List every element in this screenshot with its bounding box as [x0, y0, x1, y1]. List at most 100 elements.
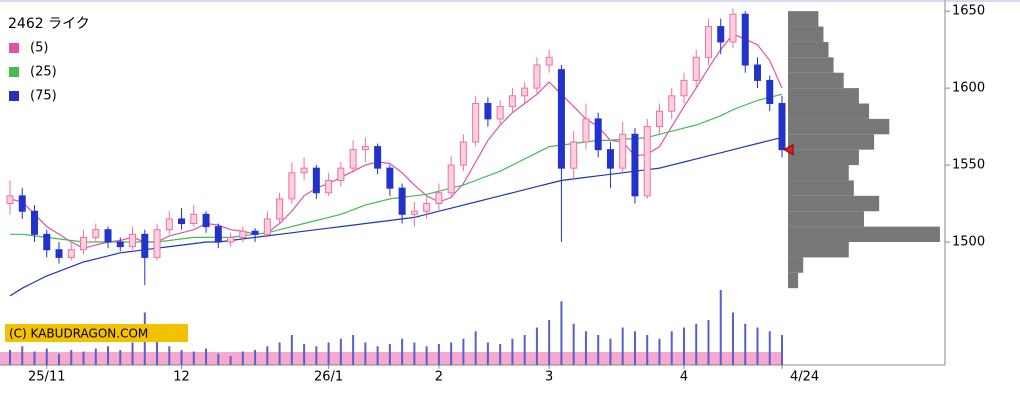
volume-bar — [523, 335, 526, 365]
candle-body — [668, 95, 676, 112]
candle-body — [312, 167, 320, 194]
y-tick-label: 1550 — [952, 158, 985, 173]
candle-body — [472, 103, 480, 143]
candle-body — [741, 13, 749, 66]
volume-bar — [290, 335, 293, 365]
volume-bar — [695, 323, 698, 365]
candle-body — [288, 172, 296, 200]
profile-bar — [788, 57, 834, 73]
candle-body — [337, 167, 345, 181]
profile-bar — [788, 72, 844, 89]
volume-bar — [597, 335, 600, 365]
volume-bar — [315, 346, 318, 365]
profile-bar — [788, 103, 870, 119]
x-tick-label: 4/24 — [790, 370, 819, 385]
volume-bar — [156, 338, 159, 365]
volume-band — [0, 352, 783, 365]
volume-bar — [621, 327, 624, 365]
volume-bar — [511, 338, 514, 365]
x-tick-label: 2 — [435, 370, 443, 385]
candle-body — [325, 179, 333, 194]
candle-body — [190, 213, 198, 225]
y-tick-label: 1500 — [952, 235, 985, 250]
x-tick-label: 3 — [545, 370, 553, 385]
volume-bar — [241, 351, 244, 365]
candle-body — [214, 226, 222, 243]
candle-body — [141, 233, 149, 258]
candle-body — [227, 236, 235, 243]
candle-body — [116, 241, 124, 248]
candle-body — [349, 149, 357, 169]
watermark: (C) KABUDRAGON.COM — [9, 327, 148, 341]
candle-body — [300, 167, 308, 174]
candle-body — [680, 79, 688, 97]
legend-swatch — [9, 91, 19, 101]
volume-bar — [670, 331, 673, 365]
last-price-marker — [782, 143, 794, 156]
candle-body — [778, 103, 786, 151]
candle-body — [153, 229, 161, 258]
volume-bar — [486, 342, 489, 365]
volume-bar — [425, 346, 428, 365]
volume-bar — [21, 346, 24, 365]
candle-body — [557, 69, 565, 169]
candle-body — [374, 146, 382, 169]
legend-label: (25) — [30, 65, 57, 80]
x-tick-label: 4 — [680, 370, 688, 385]
volume-bar — [364, 342, 367, 365]
candle-body — [496, 106, 504, 120]
volume-bar — [266, 346, 269, 365]
volume-bar — [303, 344, 306, 365]
volume-bar — [217, 353, 220, 365]
profile-bar — [788, 88, 859, 104]
volume-bar — [388, 344, 391, 365]
candle-body — [55, 249, 63, 258]
candle-body — [67, 249, 75, 258]
candle-body — [435, 192, 443, 205]
candle-body — [31, 210, 39, 235]
candle-body — [104, 229, 112, 243]
candle-body — [570, 141, 578, 169]
profile-bar — [788, 180, 854, 196]
candle-body — [447, 164, 455, 194]
candle-body — [80, 236, 88, 251]
volume-bar — [107, 346, 110, 365]
volume-bar — [168, 346, 171, 365]
volume-bar — [352, 335, 355, 365]
volume-bar — [499, 344, 502, 365]
profile-bar — [788, 211, 864, 227]
candle-body — [18, 195, 26, 212]
candle-body — [202, 213, 210, 228]
candle-body — [753, 64, 761, 81]
x-tick-label: 12 — [173, 370, 190, 385]
volume-bar — [768, 331, 771, 365]
ma-line — [10, 93, 783, 243]
volume-bar — [205, 348, 208, 365]
candle-body — [717, 26, 725, 43]
candle-body — [655, 110, 663, 128]
candle-body — [361, 146, 369, 151]
ma-line — [9, 33, 783, 249]
candle-body — [582, 118, 590, 143]
volume-bar — [94, 348, 97, 365]
candle-body — [251, 230, 259, 235]
profile-bar — [788, 242, 849, 258]
volume-bar — [339, 338, 342, 365]
candle-body — [594, 118, 602, 151]
profile-bar — [788, 165, 849, 181]
profile-bar — [788, 149, 859, 166]
x-tick-label: 25/11 — [28, 370, 65, 385]
watermark-box — [5, 324, 188, 342]
candle-body — [704, 26, 712, 58]
candle-body — [239, 230, 247, 238]
volume-bar — [781, 335, 783, 365]
volume-bar — [731, 312, 734, 365]
marks — [6, 8, 940, 365]
volume-bar — [462, 338, 465, 365]
profile-bar — [788, 118, 890, 135]
profile-bar — [788, 41, 829, 58]
legend-label: (5) — [30, 41, 48, 56]
profile-bar — [788, 26, 824, 42]
candle-body — [631, 133, 639, 197]
